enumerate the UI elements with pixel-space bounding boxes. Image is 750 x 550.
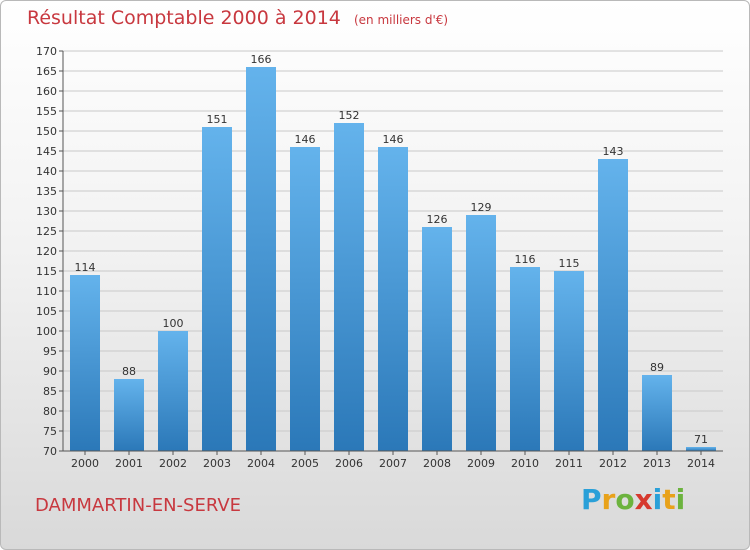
data-label: 151 <box>207 113 228 126</box>
bar <box>70 275 100 451</box>
y-tick-label: 115 <box>36 265 57 278</box>
proxiti-logo: Proxiti <box>581 483 685 516</box>
axes <box>62 51 723 452</box>
logo-letter: i <box>675 483 686 516</box>
y-tick-label: 160 <box>36 85 57 98</box>
data-labels: 114 88 100 151 166 146 152 146 126 129 116 115 143 89… <box>75 53 709 446</box>
bar <box>378 147 408 451</box>
unit-text: (en milliers d'€) <box>353 13 449 27</box>
bar <box>334 123 364 451</box>
bar <box>466 215 496 451</box>
data-label: 88 <box>122 365 136 378</box>
bar <box>598 159 628 451</box>
y-tick-label: 140 <box>36 165 57 178</box>
bar <box>246 67 276 451</box>
logo-letter: x <box>634 483 653 516</box>
data-label: 166 <box>251 53 272 66</box>
y-tick-label: 100 <box>36 325 57 338</box>
data-label: 146 <box>383 133 404 146</box>
x-tick-label: 2009 <box>467 457 495 470</box>
bar <box>554 271 584 451</box>
x-tick-label: 2003 <box>203 457 231 470</box>
y-tick-label: 135 <box>36 185 57 198</box>
y-tick-label: 75 <box>43 425 57 438</box>
x-tick-label: 2002 <box>159 457 187 470</box>
chart-title: Résultat Comptable 2000 à 2014 (en milli… <box>27 7 448 29</box>
logo-letter: t <box>662 483 676 516</box>
data-label: 126 <box>427 213 448 226</box>
data-label: 115 <box>559 257 580 270</box>
x-tick-label: 2012 <box>599 457 627 470</box>
y-tick-label: 150 <box>36 125 57 138</box>
data-label: 152 <box>339 109 360 122</box>
y-tick-label: 85 <box>43 385 57 398</box>
x-tick-label: 2013 <box>643 457 671 470</box>
y-tick-label: 130 <box>36 205 57 218</box>
y-tick-label: 105 <box>36 305 57 318</box>
data-label: 146 <box>295 133 316 146</box>
bar <box>158 331 188 451</box>
title-text: Résultat Comptable 2000 à 2014 <box>27 7 341 29</box>
bar <box>642 375 672 451</box>
x-tick-label: 2011 <box>555 457 583 470</box>
y-tick-label: 120 <box>36 245 57 258</box>
data-label: 114 <box>75 261 96 274</box>
bar <box>510 267 540 451</box>
x-tick-label: 2004 <box>247 457 275 470</box>
data-label: 89 <box>650 361 664 374</box>
bars <box>70 67 716 451</box>
x-tick-label: 2008 <box>423 457 451 470</box>
x-tick-label: 2007 <box>379 457 407 470</box>
y-tick-label: 170 <box>36 45 57 58</box>
x-tick-label: 2000 <box>71 457 99 470</box>
x-axis-ticks: 2000 2001 2002 2003 2004 2005 2006 2007 2008 2009… <box>71 451 715 470</box>
y-tick-label: 145 <box>36 145 57 158</box>
y-tick-label: 90 <box>43 365 57 378</box>
data-label: 129 <box>471 201 492 214</box>
y-axis-ticks: 70 75 80 85 90 95 100 105 110 115 120 125 130 135 140 1… <box>36 45 63 458</box>
x-tick-label: 2010 <box>511 457 539 470</box>
x-tick-label: 2014 <box>687 457 715 470</box>
y-tick-label: 125 <box>36 225 57 238</box>
bar <box>290 147 320 451</box>
data-label: 71 <box>694 433 708 446</box>
y-tick-label: 95 <box>43 345 57 358</box>
bar <box>202 127 232 451</box>
y-tick-label: 80 <box>43 405 57 418</box>
y-tick-label: 70 <box>43 445 57 458</box>
data-label: 116 <box>515 253 536 266</box>
logo-letter: o <box>615 483 635 516</box>
bar <box>114 379 144 451</box>
y-tick-label: 155 <box>36 105 57 118</box>
logo-letter: r <box>601 483 616 516</box>
x-tick-label: 2001 <box>115 457 143 470</box>
logo-letter: P <box>581 483 602 516</box>
logo-letter: i <box>652 483 663 516</box>
data-label: 100 <box>163 317 184 330</box>
y-tick-label: 165 <box>36 65 57 78</box>
data-label: 143 <box>603 145 624 158</box>
bar <box>686 447 716 451</box>
x-tick-label: 2006 <box>335 457 363 470</box>
commune-name: DAMMARTIN-EN-SERVE <box>35 495 242 516</box>
x-tick-label: 2005 <box>291 457 319 470</box>
bar <box>422 227 452 451</box>
y-tick-label: 110 <box>36 285 57 298</box>
